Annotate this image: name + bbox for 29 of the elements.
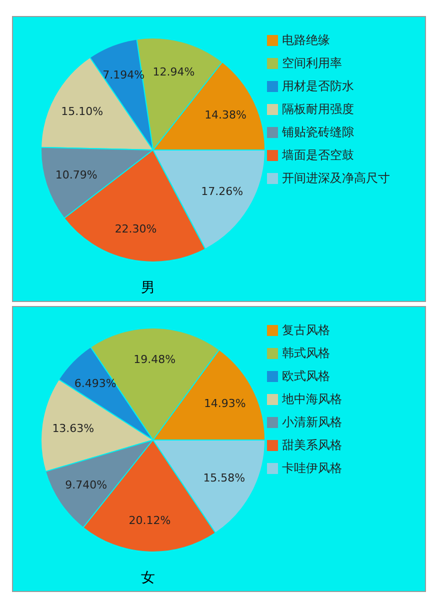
- data-label: 15.58%: [203, 471, 246, 484]
- legend-label: 电路绝缘: [282, 33, 330, 47]
- legend-label: 韩式风格: [282, 346, 330, 360]
- legend-label: 墙面是否空鼓: [282, 148, 354, 162]
- data-label: 6.493%: [74, 377, 116, 390]
- legend-label: 欧式风格: [282, 369, 330, 383]
- data-label: 17.26%: [201, 185, 244, 198]
- legend-label: 用材是否防水: [282, 79, 354, 93]
- data-label: 14.93%: [204, 397, 246, 410]
- data-label: 14.38%: [204, 108, 247, 122]
- legend-label: 复古风格: [282, 323, 330, 337]
- legend-label: 小清新风格: [282, 415, 342, 429]
- data-label: 20.12%: [128, 514, 171, 528]
- data-label: 19.48%: [134, 352, 176, 366]
- data-label: 13.63%: [52, 422, 94, 436]
- data-label: 12.94%: [152, 66, 195, 79]
- data-label: 10.79%: [55, 168, 98, 182]
- legend-label: 地中海风格: [282, 392, 342, 406]
- legend-label: 空间利用率: [282, 56, 342, 70]
- data-label: 15.10%: [61, 105, 104, 118]
- legend-label: 铺贴瓷砖缝隙: [282, 125, 354, 139]
- legend-label: 甜美系风格: [282, 438, 342, 452]
- legend-label: 卡哇伊风格: [282, 461, 342, 475]
- text: 男: [140, 279, 156, 297]
- data-label: 9.740%: [65, 478, 108, 492]
- legend-label: 隔板耐用强度: [282, 102, 354, 116]
- text: 女: [140, 569, 156, 587]
- data-label: 22.30%: [114, 222, 157, 236]
- legend-label: 开间进深及净高尺寸: [282, 171, 390, 185]
